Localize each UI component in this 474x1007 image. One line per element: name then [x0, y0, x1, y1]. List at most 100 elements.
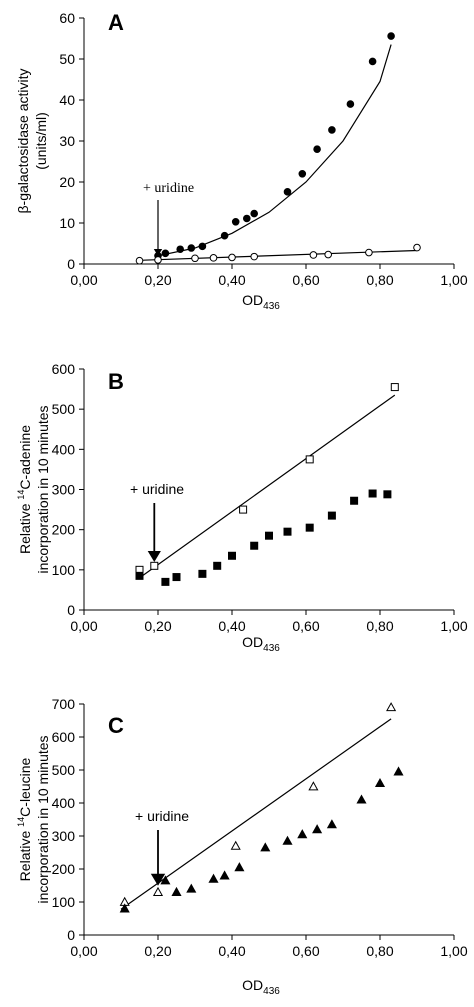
panel-a-point	[283, 188, 292, 196]
panel-c-y-tick-label: 600	[52, 729, 76, 745]
panel-c-y-tick-label: 0	[67, 927, 75, 943]
panel-a-annotation: + uridine	[143, 181, 194, 196]
panel-a-y-tick-label: 20	[59, 174, 75, 190]
panel-c-point	[282, 835, 293, 845]
panel-b-point	[150, 561, 159, 570]
panel-a: 0,00 0,20 0,40 0,60 0,80 1,00 0 10 20 30 40 50 60 A OD…	[15, 10, 468, 312]
panel-a-point	[220, 231, 229, 240]
panel-b-point	[228, 551, 236, 560]
panel-c-point	[297, 829, 308, 839]
panel-c-point	[186, 883, 197, 893]
panel-c-point	[386, 702, 397, 712]
panel-b-point	[350, 496, 359, 505]
panel-c-x-tick-label: 0,60	[292, 943, 319, 959]
panel-c-point	[234, 862, 245, 872]
panel-a-point	[368, 57, 377, 66]
panel-b-point	[265, 531, 273, 540]
panel-a-point	[365, 248, 373, 257]
panel-a-point	[313, 145, 321, 153]
panel-c-x-axis-label: OD436	[242, 977, 280, 997]
panel-c-point	[393, 766, 404, 776]
panel-c-x-tick-label: 1,00	[440, 943, 467, 959]
panel-a-x-tick-label: 0,20	[144, 272, 171, 288]
panel-a-point	[298, 170, 307, 178]
panel-c-y-axis-label: Relative 14C-leucine incorporation in 10 …	[16, 735, 51, 903]
panel-c-x-tick-label: 0,80	[366, 943, 393, 959]
panel-c-x-tick-label: 0,00	[70, 943, 97, 959]
panel-c: 0,00 0,20 0,40 0,60 0,80 1,00 0 100 200 300 400 500…	[16, 696, 468, 997]
panel-a-point	[250, 209, 258, 218]
panel-b-fit-line	[139, 394, 396, 579]
panel-a-x-tick-label: 0,40	[218, 272, 245, 288]
panel-a-point	[154, 256, 162, 264]
panel-c-point	[312, 824, 323, 834]
panel-a-point	[387, 32, 395, 40]
panel-b-y-tick-label: 0	[67, 602, 75, 618]
panel-b-point	[383, 490, 392, 499]
panel-c-point	[260, 842, 271, 852]
panel-c-point	[152, 886, 164, 896]
panel-b-y-tick-label: 300	[52, 482, 76, 498]
panel-a-arrow-head	[153, 249, 163, 256]
panel-c-x-tick-label: 0,40	[218, 943, 245, 959]
panel-b-annotation: + uridine	[130, 481, 184, 497]
panel-a-y-axis-label: β-galactosidase activity (units/ml)	[15, 68, 49, 213]
panel-b-point	[283, 527, 292, 536]
panel-a-point	[309, 251, 318, 259]
panel-c-point	[356, 794, 367, 804]
panel-a-point	[161, 249, 170, 258]
panel-c-point	[171, 886, 182, 896]
panel-b-point	[135, 571, 144, 580]
panel-a-y-tick-label: 30	[59, 133, 75, 149]
panel-c-letter: C	[108, 713, 124, 738]
panel-a-y-tick-label: 10	[59, 215, 75, 231]
panel-b-y-tick-label: 600	[52, 361, 76, 377]
panel-a-point	[176, 245, 184, 254]
panel-b-y-tick-label: 100	[52, 562, 76, 578]
panel-b-point	[390, 383, 399, 392]
panel-a-point	[324, 250, 333, 259]
panel-a-y-tick-label: 0	[67, 256, 75, 272]
panel-c-annotation: + uridine	[135, 808, 189, 824]
panel-b-y-axis-label: Relative 14C-adenine incorporation in 10 …	[16, 405, 51, 573]
panel-b-point	[239, 505, 248, 514]
panel-a-point	[191, 254, 199, 263]
panel-c-point	[160, 875, 171, 885]
panel-a-x-axis-label: OD436	[242, 292, 280, 312]
panel-b-x-tick-label: 0,60	[292, 618, 319, 634]
panel-b: 0,00 0,20 0,40 0,60 0,80 1,00 0 100 200 300 400 500…	[16, 361, 468, 654]
panel-a-letter: A	[108, 10, 124, 35]
panel-c-arrow-head	[150, 873, 166, 886]
panel-a-point	[198, 242, 207, 251]
panel-c-point	[208, 873, 219, 883]
panel-b-x-tick-label: 1,00	[440, 618, 467, 634]
panel-c-point	[230, 840, 241, 850]
panel-b-point	[305, 523, 314, 532]
panel-c-y-tick-label: 300	[52, 828, 76, 844]
panel-b-x-tick-label: 0,00	[70, 618, 97, 634]
panel-a-x-tick-label: 0,60	[292, 272, 319, 288]
panel-b-letter: B	[108, 369, 124, 394]
panel-b-arrow-head	[147, 551, 161, 563]
panel-b-x-tick-label: 0,80	[366, 618, 393, 634]
panel-b-point	[327, 511, 336, 520]
panel-b-y-tick-label: 500	[52, 401, 76, 417]
panel-c-y-tick-label: 100	[52, 894, 76, 910]
panel-b-point	[213, 561, 222, 570]
panel-b-y-tick-label: 200	[52, 522, 76, 538]
panel-b-x-tick-label: 0,20	[144, 618, 171, 634]
panel-c-y-tick-label: 400	[52, 795, 76, 811]
panel-a-point	[209, 254, 218, 262]
panel-b-y-tick-label: 400	[52, 441, 76, 457]
panel-a-fit-curve	[157, 44, 392, 257]
panel-a-point	[243, 214, 251, 223]
panel-a-y-tick-label: 40	[59, 92, 75, 108]
panel-a-x-tick-label: 0,80	[366, 272, 393, 288]
panel-a-x-tick-label: 0,00	[70, 272, 97, 288]
panel-a-point	[413, 243, 421, 252]
panel-a-x-tick-label: 1,00	[440, 272, 467, 288]
panel-c-point	[308, 781, 319, 791]
panel-a-point	[135, 256, 144, 265]
panel-c-point	[326, 819, 337, 829]
